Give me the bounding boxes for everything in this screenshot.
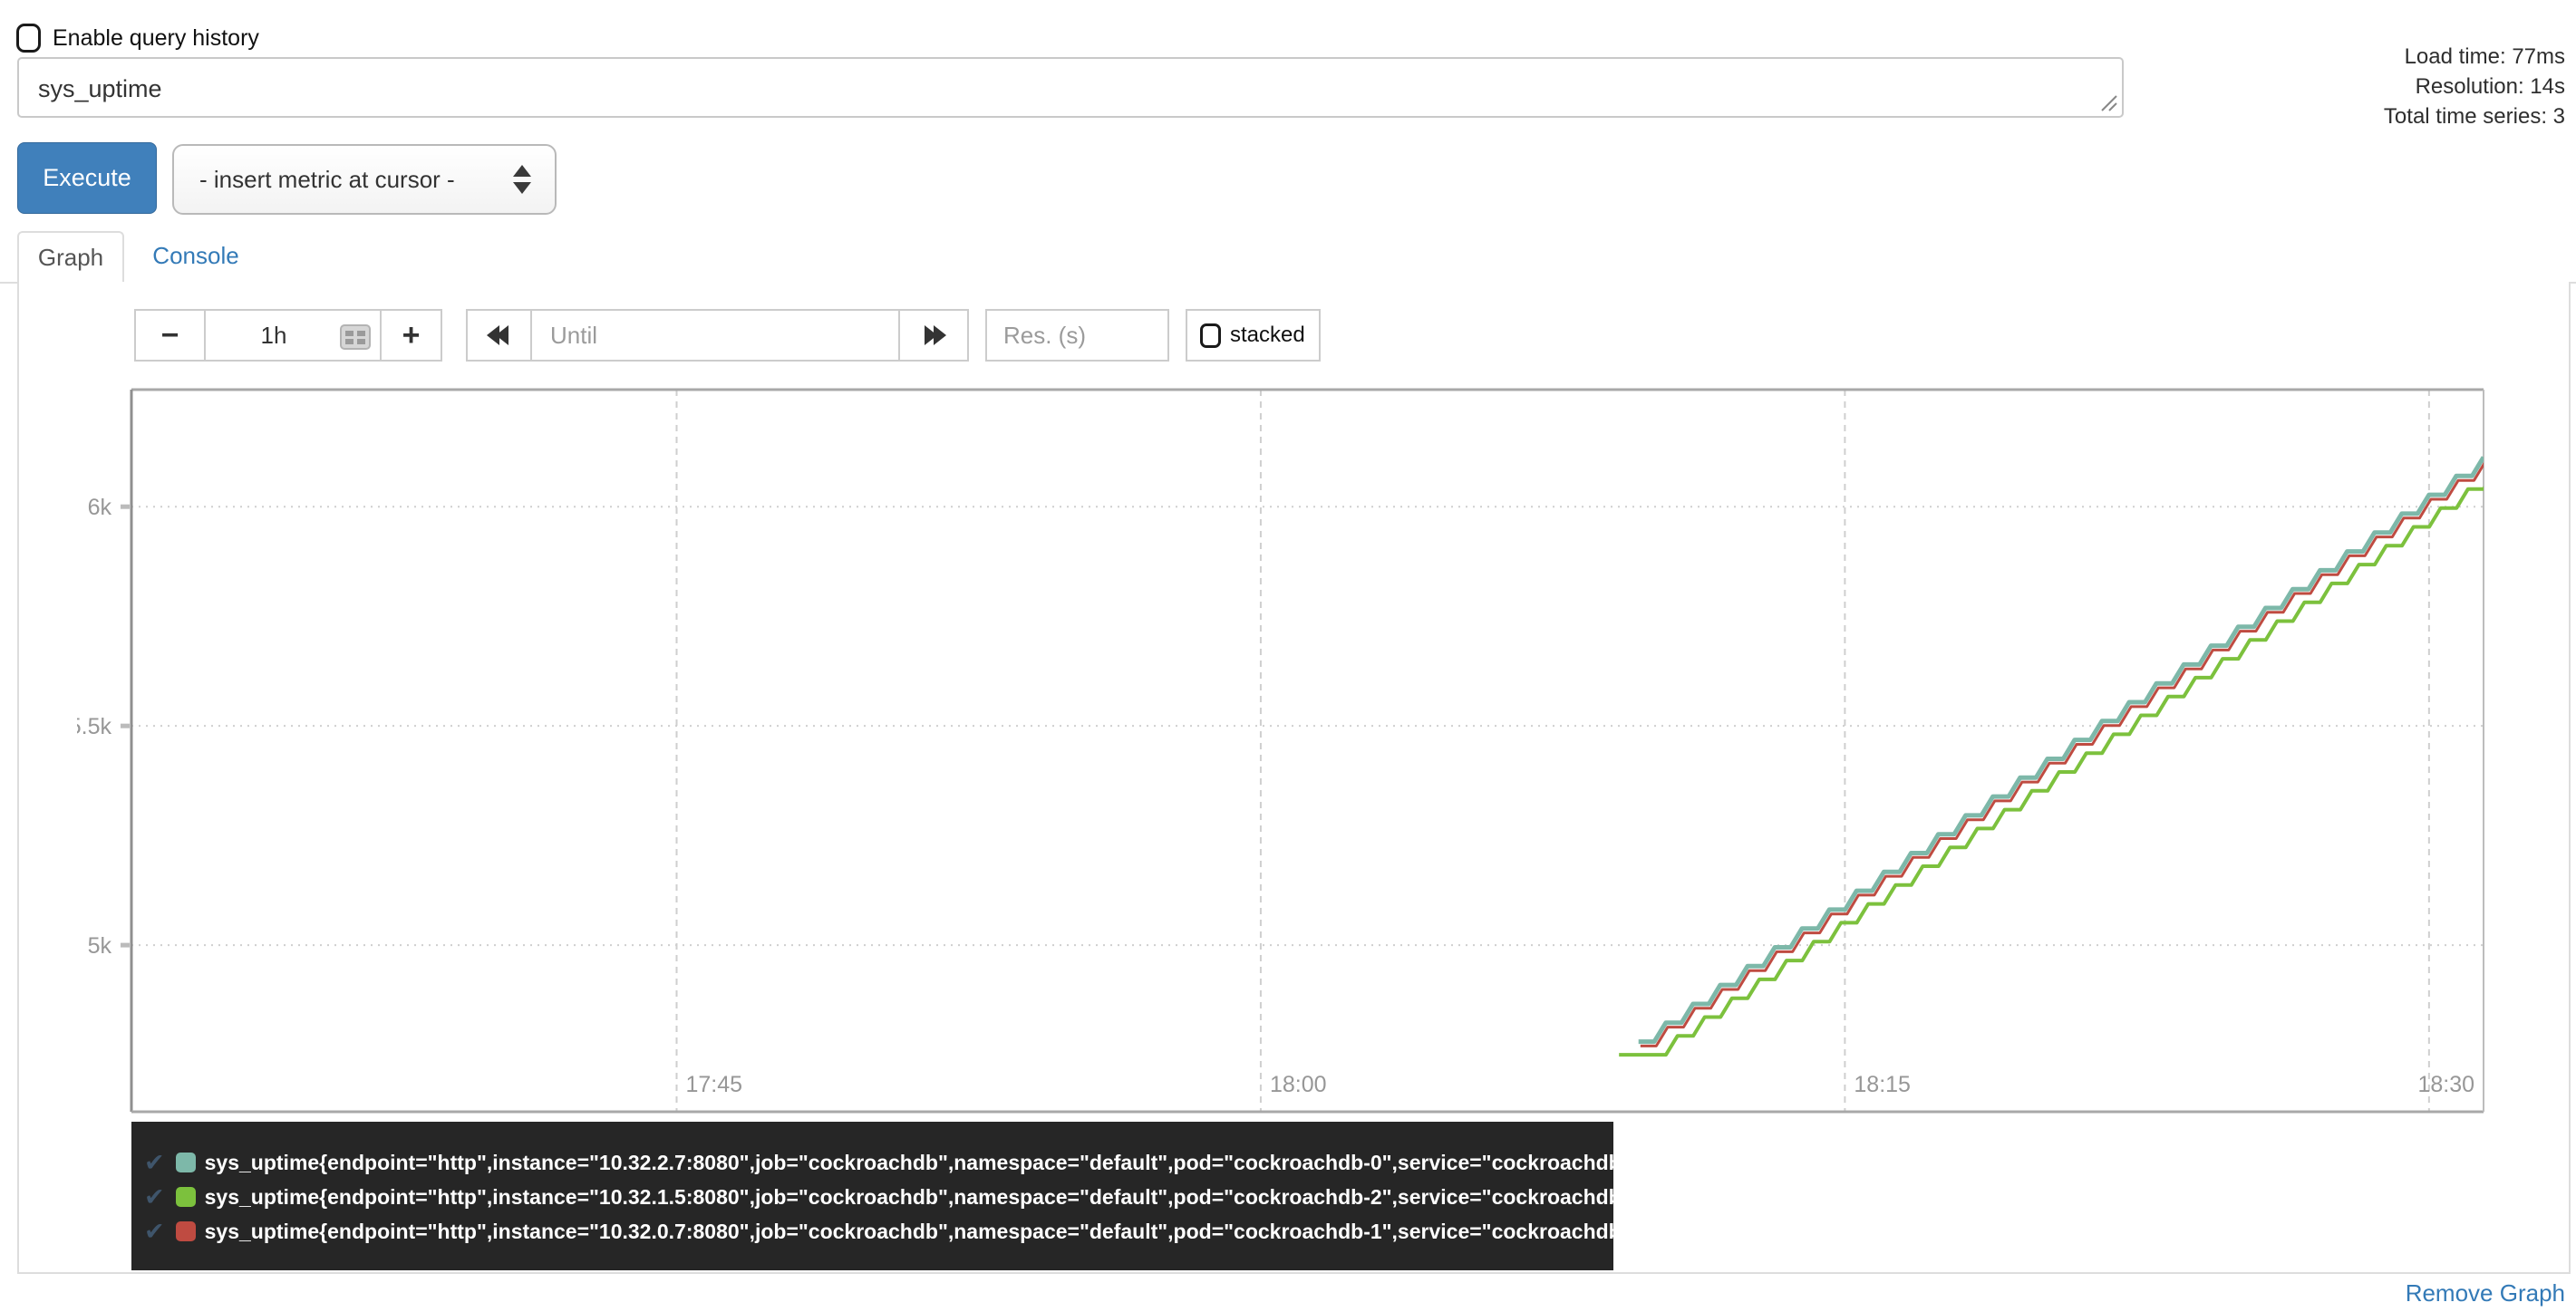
svg-text:6k: 6k — [88, 495, 112, 520]
total-series-stat: Total time series: 3 — [2383, 104, 2565, 129]
select-arrows-icon — [513, 165, 531, 194]
legend-series-label[interactable]: sys_uptime{endpoint="http",instance="10.… — [204, 1184, 1640, 1209]
until-input-box — [530, 309, 900, 362]
x-axis-labels: 17:45 18:00 18:15 18:30 — [685, 1072, 2474, 1097]
y-axis-labels: 5k 5.5k 6k — [77, 495, 111, 959]
legend-series-label[interactable]: sys_uptime{endpoint="http",instance="10.… — [204, 1150, 1640, 1174]
legend-check-icon[interactable]: ✔ — [144, 1148, 165, 1176]
query-expression-input[interactable]: sys_uptime — [17, 57, 2124, 118]
time-series-chart[interactable]: 5k 5.5k 6k 17:45 18:00 18:15 18:30 — [77, 385, 2485, 1116]
tab-bar: Graph Console — [0, 231, 2576, 284]
fast-forward-icon — [925, 325, 946, 345]
svg-text:18:30: 18:30 — [2417, 1072, 2474, 1097]
query-input-wrap: sys_uptime — [17, 57, 2124, 118]
insert-metric-select[interactable]: - insert metric at cursor - — [172, 144, 557, 215]
svg-text:17:45: 17:45 — [685, 1072, 742, 1097]
range-increase-button[interactable]: + — [380, 309, 442, 362]
tab-console[interactable]: Console — [152, 241, 239, 269]
legend-color-swatch — [175, 1187, 196, 1207]
execute-button[interactable]: Execute — [17, 142, 157, 214]
range-decrease-button[interactable]: − — [134, 309, 206, 362]
legend-color-swatch — [175, 1221, 196, 1241]
rewind-icon — [486, 325, 508, 345]
svg-text:18:15: 18:15 — [1854, 1072, 1911, 1097]
series-line — [1638, 456, 2484, 1045]
resolution-input-box — [985, 309, 1169, 362]
graph-panel — [17, 282, 2571, 1274]
load-time-stat: Load time: 77ms — [2404, 44, 2565, 69]
svg-text:18:00: 18:00 — [1270, 1072, 1327, 1097]
query-history-row: Enable query history — [16, 24, 259, 53]
chart-series-group — [1619, 456, 2484, 1057]
datepicker-calendar-icon[interactable] — [340, 323, 371, 351]
tab-graph[interactable]: Graph — [17, 231, 124, 282]
remove-graph-link[interactable]: Remove Graph — [2405, 1279, 2565, 1307]
svg-text:5k: 5k — [88, 933, 112, 959]
legend-series-label[interactable]: sys_uptime{endpoint="http",instance="10.… — [204, 1219, 1640, 1243]
legend-color-swatch — [175, 1153, 196, 1172]
svg-text:5.5k: 5.5k — [77, 714, 111, 739]
legend-check-icon[interactable]: ✔ — [144, 1217, 165, 1245]
shift-time-forward-button[interactable] — [898, 309, 969, 362]
until-input[interactable] — [532, 311, 898, 360]
legend-check-icon[interactable]: ✔ — [144, 1182, 165, 1211]
legend-item[interactable]: ✔ sys_uptime{endpoint="http",instance="10… — [144, 1180, 1640, 1214]
enable-query-history-label: Enable query history — [53, 24, 259, 51]
insert-metric-selected-value: - insert metric at cursor - — [199, 165, 455, 193]
chart-gridlines — [121, 390, 2484, 1112]
chart-legend: ✔ sys_uptime{endpoint="http",instance="10… — [131, 1122, 1640, 1270]
chart-border — [130, 388, 2484, 1114]
query-stats: Load time: 77ms Resolution: 14s Total ti… — [2384, 42, 2565, 131]
enable-query-history-checkbox[interactable] — [16, 24, 41, 53]
stacked-label: stacked — [1230, 323, 1305, 347]
legend-item[interactable]: ✔ sys_uptime{endpoint="http",instance="10… — [144, 1214, 1640, 1249]
series-line — [1619, 486, 2484, 1057]
stacked-option-box: stacked — [1186, 309, 1321, 362]
stacked-checkbox[interactable] — [1200, 323, 1221, 348]
series-line — [1640, 461, 2484, 1047]
resolution-stat: Resolution: 14s — [2415, 74, 2565, 99]
legend-item[interactable]: ✔ sys_uptime{endpoint="http",instance="10… — [144, 1145, 1640, 1180]
range-input-box — [204, 309, 382, 362]
resolution-input[interactable] — [987, 311, 1167, 360]
shift-time-back-button[interactable] — [466, 309, 532, 362]
